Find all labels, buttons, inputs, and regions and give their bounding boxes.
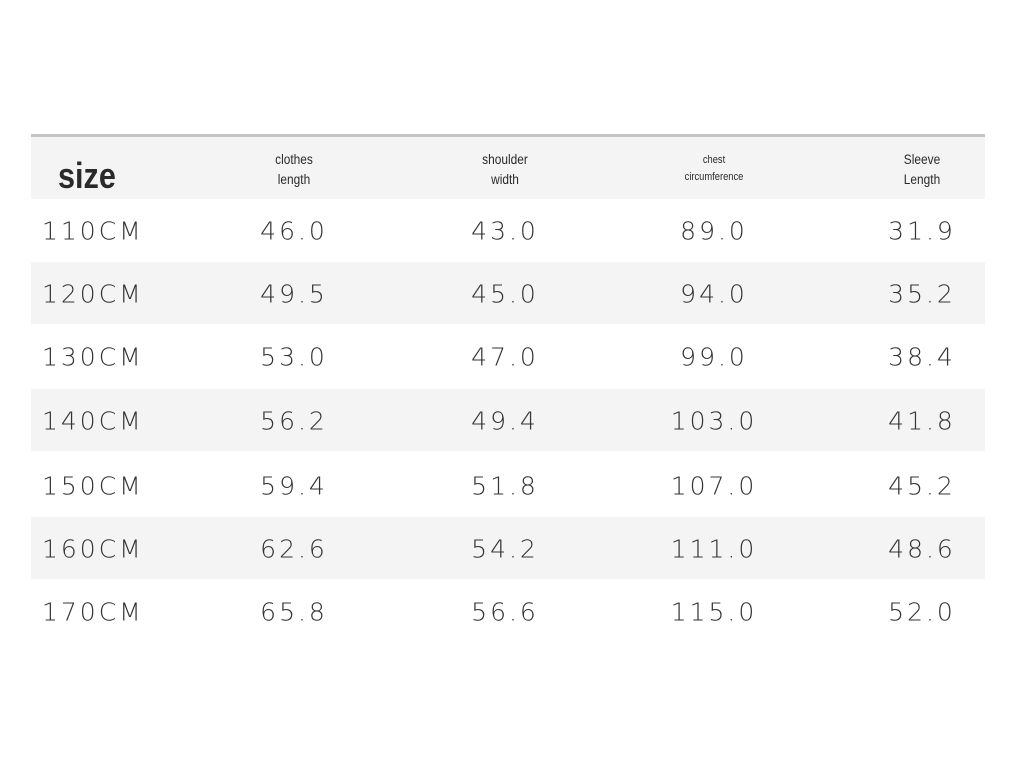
header-cell: size <box>58 158 116 194</box>
row-band <box>31 262 985 324</box>
measurement: 56.6 <box>471 597 539 627</box>
size-label: 120CM <box>42 279 144 309</box>
header-text: circumference <box>684 171 744 183</box>
measurement: 59.4 <box>260 471 328 501</box>
measurement: 107.0 <box>670 471 758 501</box>
header-cell: Sleeve Length <box>904 149 940 189</box>
measurement: 52.0 <box>888 597 956 627</box>
header-text: chest <box>702 154 726 166</box>
row-band <box>31 389 985 451</box>
header-cell: clothes length <box>275 149 313 189</box>
top-border <box>31 134 985 137</box>
measurement: 115.0 <box>670 597 758 627</box>
measurement: 62.6 <box>260 534 328 564</box>
measurement: 53.0 <box>260 342 328 372</box>
measurement: 99.0 <box>680 342 748 372</box>
measurement: 89.0 <box>680 216 748 246</box>
measurement: 49.4 <box>471 406 539 436</box>
header-text: width <box>491 171 519 187</box>
measurement: 56.2 <box>260 406 328 436</box>
measurement: 47.0 <box>471 342 539 372</box>
measurement: 103.0 <box>670 406 758 436</box>
measurement: 54.2 <box>471 534 539 564</box>
measurement: 49.5 <box>260 279 328 309</box>
measurement: 45.0 <box>471 279 539 309</box>
size-label: 170CM <box>42 597 144 627</box>
measurement: 43.0 <box>471 216 539 246</box>
header-cell: chest circumference <box>685 152 744 186</box>
header-cell: shoulder width <box>482 149 528 189</box>
measurement: 41.8 <box>888 406 956 436</box>
header-text: clothes <box>275 151 313 167</box>
measurement: 38.4 <box>888 342 956 372</box>
header-text: shoulder <box>482 151 528 167</box>
measurement: 111.0 <box>670 534 758 564</box>
measurement: 45.2 <box>888 471 956 501</box>
measurement: 46.0 <box>260 216 328 246</box>
measurement: 65.8 <box>260 597 328 627</box>
measurement: 48.6 <box>888 534 956 564</box>
size-label: 140CM <box>42 406 144 436</box>
header-text: length <box>277 171 311 187</box>
header-text: Sleeve <box>903 151 941 167</box>
size-label: 160CM <box>42 534 144 564</box>
header-text: size <box>58 155 116 196</box>
row-band <box>31 517 985 579</box>
measurement: 51.8 <box>471 471 539 501</box>
size-label: 130CM <box>42 342 144 372</box>
measurement: 31.9 <box>888 216 956 246</box>
header-text: Length <box>903 171 941 187</box>
measurement: 35.2 <box>888 279 956 309</box>
size-label: 150CM <box>42 471 144 501</box>
measurement: 94.0 <box>680 279 748 309</box>
size-label: 110CM <box>42 216 144 246</box>
header-band <box>31 137 985 199</box>
